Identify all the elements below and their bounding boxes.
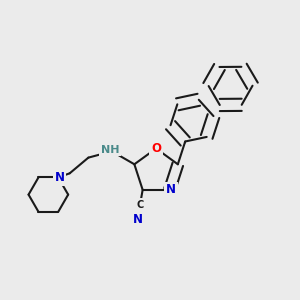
Text: NH: NH [101, 145, 120, 155]
Text: N: N [166, 183, 176, 196]
Text: O: O [151, 142, 161, 155]
Text: C: C [136, 200, 143, 210]
Text: N: N [55, 171, 65, 184]
Text: N: N [133, 213, 143, 226]
